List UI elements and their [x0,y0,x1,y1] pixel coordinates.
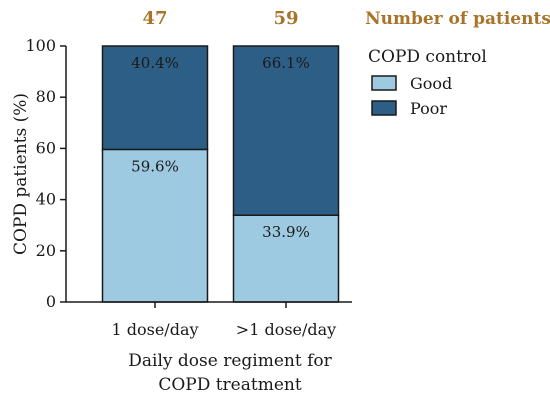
x-axis-title-line-1: Daily dose regiment for [128,351,332,371]
data-label-good: 33.9% [262,223,310,241]
bar-segment-good [101,148,209,303]
legend-swatch-good [371,75,397,91]
patient-count-label: 47 [142,8,167,29]
legend-label-poor: Poor [410,99,447,118]
y-axis-title: COPD patients (%) [11,93,31,255]
data-label-poor: 66.1% [262,54,310,72]
legend-title: COPD control [368,47,487,67]
y-tick-label: 80 [36,87,56,106]
y-tick-label: 0 [46,292,56,311]
y-tick-label: 40 [36,190,56,209]
x-axis: 1 dose/day >1 dose/day [66,301,352,339]
y-tick-label: 60 [36,138,56,157]
y-axis: 0 20 40 60 80 100 [25,36,67,311]
bar-segment-poor [232,45,340,216]
x-tick-label: >1 dose/day [236,320,336,339]
legend-label-good: Good [410,74,452,93]
patient-count-label: 59 [273,8,298,29]
data-label-good: 59.6% [131,157,179,175]
y-tick-label: 100 [25,36,56,55]
x-tick-label: 1 dose/day [111,320,198,339]
bar-segment-poor [101,45,209,151]
bars-group: 59.6% 40.4% 33.9% 66.1% [101,45,340,303]
x-axis-title-line-2: COPD treatment [158,375,302,395]
legend-swatch-poor [371,100,397,116]
number-of-patients-label: Number of patients [365,9,550,29]
data-label-poor: 40.4% [131,54,179,72]
y-tick-label: 20 [36,241,56,260]
legend: COPD control Good Poor [368,47,487,118]
